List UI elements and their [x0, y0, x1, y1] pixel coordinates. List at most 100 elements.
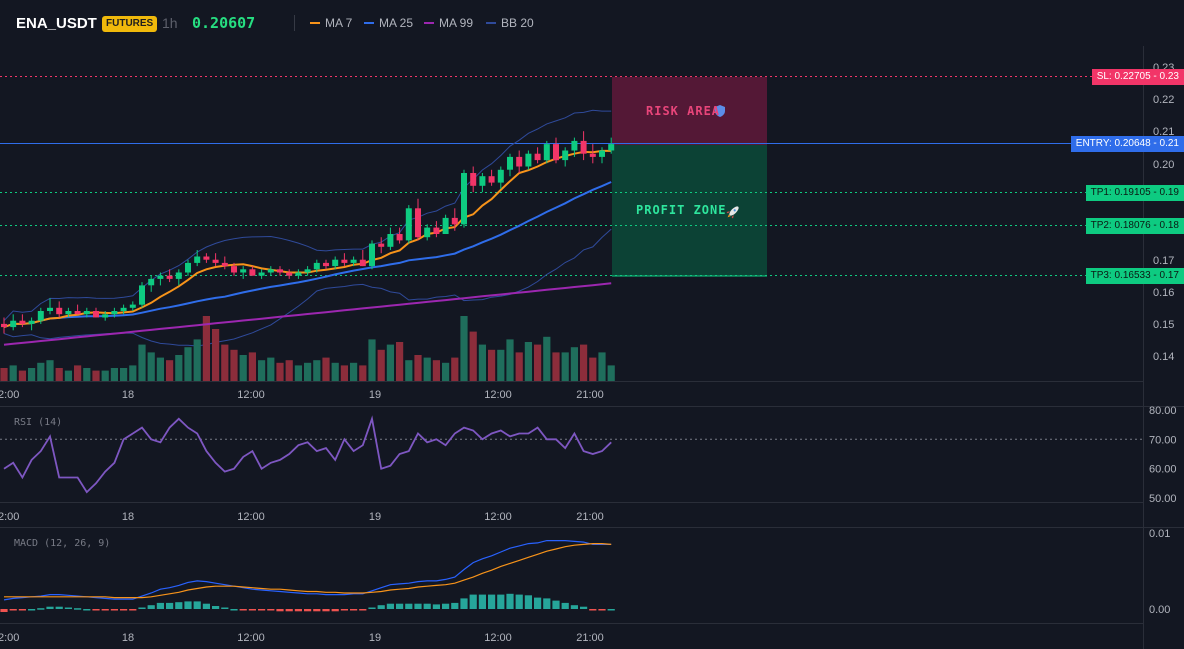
candle[interactable]: [543, 140, 550, 164]
candle-body: [608, 144, 615, 151]
candle[interactable]: [562, 147, 569, 167]
candle[interactable]: [10, 314, 17, 331]
level-tag[interactable]: SL: 0.22705 - 0.23: [1091, 68, 1184, 85]
candle[interactable]: [157, 272, 164, 286]
candle[interactable]: [497, 166, 504, 190]
volume-bar: [28, 368, 36, 381]
candle[interactable]: [258, 269, 265, 279]
candle[interactable]: [83, 307, 90, 318]
candle[interactable]: [120, 304, 127, 315]
candle[interactable]: [405, 205, 412, 244]
volume-bars: [0, 316, 615, 381]
candle[interactable]: [378, 237, 385, 254]
candle[interactable]: [350, 256, 357, 267]
candle[interactable]: [212, 253, 219, 267]
candle[interactable]: [415, 198, 421, 241]
candle[interactable]: [599, 147, 605, 164]
candle[interactable]: [387, 227, 394, 250]
candle[interactable]: [359, 250, 366, 267]
candle[interactable]: [249, 266, 256, 276]
symbol-name[interactable]: ENA_USDT: [16, 15, 97, 32]
candle[interactable]: [442, 214, 449, 234]
candle[interactable]: [231, 262, 237, 276]
candle[interactable]: [553, 137, 559, 164]
candle[interactable]: [19, 314, 26, 328]
candle[interactable]: [175, 269, 182, 286]
candle[interactable]: [240, 266, 247, 279]
legend-ma99[interactable]: MA 99: [424, 16, 473, 30]
candle[interactable]: [1, 317, 7, 334]
candle-body: [323, 262, 329, 267]
candle[interactable]: [589, 144, 596, 164]
candle[interactable]: [28, 317, 35, 331]
level-tag[interactable]: TP1: 0.19105 - 0.19: [1085, 184, 1184, 201]
candle[interactable]: [129, 301, 136, 311]
candle[interactable]: [166, 269, 173, 283]
price-tick-label: 0.15: [1153, 319, 1174, 331]
candle[interactable]: [323, 259, 329, 270]
candle[interactable]: [267, 266, 274, 276]
candle[interactable]: [102, 311, 109, 321]
trade-zones: [612, 77, 767, 277]
level-tag[interactable]: TP3: 0.16533 - 0.17: [1085, 267, 1184, 284]
candle-body: [19, 320, 26, 324]
volume-bar: [469, 331, 477, 381]
candle[interactable]: [221, 256, 228, 270]
profit-zone-box[interactable]: [612, 145, 767, 276]
candle[interactable]: [313, 259, 320, 273]
legend-ma25[interactable]: MA 25: [364, 16, 413, 30]
candle[interactable]: [580, 131, 587, 161]
candle[interactable]: [525, 150, 532, 170]
candle[interactable]: [185, 259, 191, 276]
bb-upper-line: [3, 109, 612, 322]
volume-bar: [175, 355, 183, 381]
candle[interactable]: [74, 304, 81, 315]
legend-ma7[interactable]: MA 7: [310, 16, 352, 30]
candle[interactable]: [139, 282, 145, 308]
candle[interactable]: [451, 208, 458, 231]
candle[interactable]: [534, 147, 541, 164]
legend-bb20[interactable]: BB 20: [486, 16, 534, 30]
candle[interactable]: [203, 253, 210, 263]
candle[interactable]: [433, 221, 440, 238]
rsi-title: RSI (14): [14, 417, 62, 428]
candle-body: [405, 208, 412, 241]
candle[interactable]: [277, 266, 283, 276]
candle[interactable]: [148, 275, 155, 292]
rsi-line: [3, 415, 612, 494]
candle[interactable]: [37, 307, 44, 324]
candle[interactable]: [369, 240, 375, 270]
candle[interactable]: [47, 298, 53, 315]
candle[interactable]: [295, 269, 302, 279]
time-tick-label: 18: [122, 511, 134, 523]
candle-body: [534, 153, 541, 161]
candle[interactable]: [516, 150, 523, 174]
axes: 0.230.220.210.200.170.160.150.1480.0070.…: [0, 62, 1177, 644]
candle[interactable]: [396, 227, 403, 244]
level-tag[interactable]: TP2: 0.18076 - 0.18: [1085, 217, 1184, 234]
candle[interactable]: [479, 173, 486, 193]
candle[interactable]: [424, 224, 431, 241]
macd-histogram-bar: [267, 609, 275, 611]
candle[interactable]: [332, 256, 339, 270]
risk-area-box[interactable]: [612, 77, 767, 145]
candle[interactable]: [571, 137, 578, 157]
candle[interactable]: [341, 253, 348, 267]
candle[interactable]: [304, 266, 311, 276]
candle[interactable]: [461, 169, 467, 228]
candle[interactable]: [470, 166, 477, 193]
candle[interactable]: [194, 250, 201, 267]
level-tag[interactable]: ENTRY: 0.20648 - 0.21: [1070, 135, 1184, 152]
candle[interactable]: [507, 153, 513, 177]
timeframe-label[interactable]: 1h: [162, 15, 178, 31]
candle[interactable]: [286, 269, 293, 279]
macd-histogram-bar: [74, 608, 82, 610]
candle[interactable]: [56, 301, 63, 318]
candle-body: [580, 140, 587, 154]
candle[interactable]: [608, 137, 615, 154]
candle[interactable]: [111, 307, 118, 318]
candle[interactable]: [65, 307, 72, 318]
candle[interactable]: [488, 169, 495, 186]
candle[interactable]: [93, 307, 99, 318]
